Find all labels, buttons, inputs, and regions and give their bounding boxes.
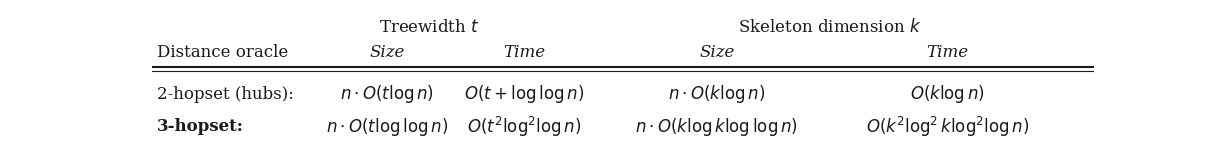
Text: $n \cdot O(t \log n)$: $n \cdot O(t \log n)$ (340, 83, 434, 105)
Text: Distance oracle: Distance oracle (157, 44, 288, 61)
Text: $O(t + \log\log n)$: $O(t + \log\log n)$ (464, 83, 584, 105)
Text: 3-hopset:: 3-hopset: (157, 118, 243, 135)
Text: $O(k^2 \log^2 k \log^2\!\log n)$: $O(k^2 \log^2 k \log^2\!\log n)$ (866, 115, 1029, 139)
Text: Treewidth $t$: Treewidth $t$ (379, 19, 480, 36)
Text: $n \cdot O(t \log\log n)$: $n \cdot O(t \log\log n)$ (327, 116, 448, 138)
Text: Size: Size (369, 44, 405, 61)
Text: Size: Size (699, 44, 735, 61)
Text: Skeleton dimension $k$: Skeleton dimension $k$ (739, 18, 921, 36)
Text: $n \cdot O(k \log n)$: $n \cdot O(k \log n)$ (668, 83, 765, 105)
Text: $O(t^2 \log^2\!\log n)$: $O(t^2 \log^2\!\log n)$ (467, 115, 581, 139)
Text: Time: Time (503, 44, 544, 61)
Text: Time: Time (927, 44, 968, 61)
Text: $n \cdot O(k \log k \log\log n)$: $n \cdot O(k \log k \log\log n)$ (635, 116, 798, 138)
Text: 2-hopset (hubs):: 2-hopset (hubs): (157, 86, 294, 103)
Text: $O(k \log n)$: $O(k \log n)$ (910, 83, 985, 105)
